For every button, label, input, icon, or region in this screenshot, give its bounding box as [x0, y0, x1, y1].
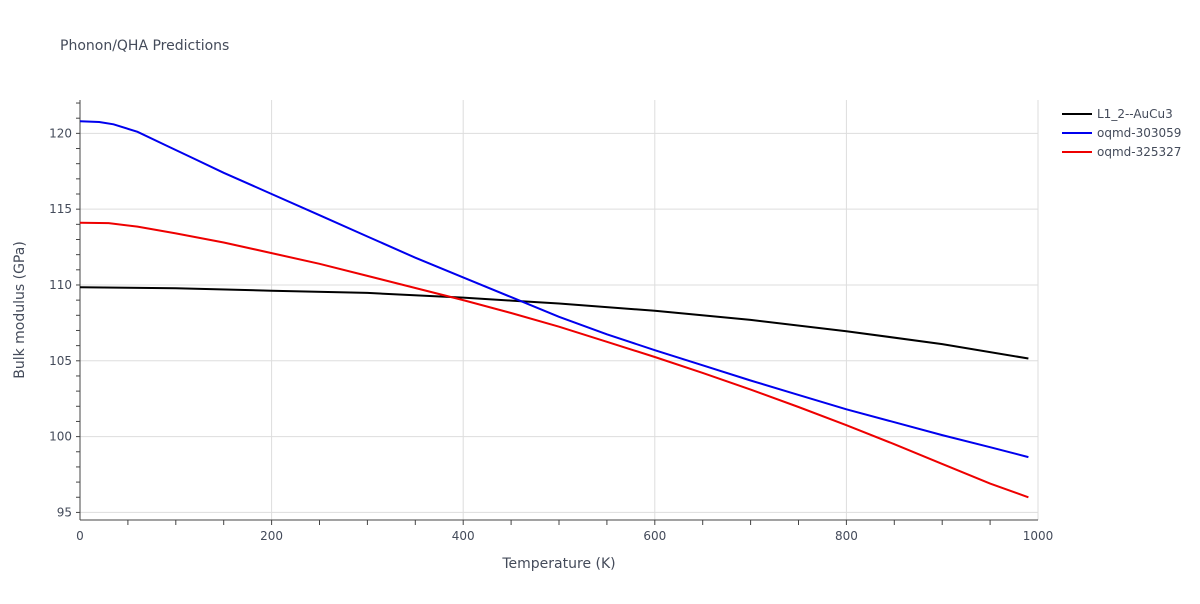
x-tick-label: 600: [643, 529, 666, 543]
chart-title: Phonon/QHA Predictions: [60, 38, 229, 54]
series-line-L1_2--AuCu3[interactable]: [79, 286, 1029, 360]
grid: [80, 100, 1039, 520]
y-axis-label: Bulk modulus (GPa): [12, 241, 28, 379]
x-tick-label: 400: [452, 529, 475, 543]
legend-label: L1_2--AuCu3: [1097, 107, 1173, 121]
series-line-oqmd-303059[interactable]: [79, 120, 1029, 459]
x-tick-label: 800: [835, 529, 858, 543]
series-line-oqmd-325327[interactable]: [79, 221, 1029, 499]
legend-item[interactable]: L1_2--AuCu3: [1062, 107, 1173, 121]
legend-label: oqmd-325327: [1097, 145, 1181, 159]
y-tick-label: 120: [49, 126, 72, 140]
y-tick-label: 100: [49, 430, 72, 444]
series-lines: [79, 120, 1029, 499]
y-tick-label: 95: [57, 505, 72, 519]
x-axis-label: Temperature (K): [501, 556, 615, 572]
x-tick-label: 200: [260, 529, 283, 543]
x-tick-label: 1000: [1023, 529, 1054, 543]
legend[interactable]: L1_2--AuCu3 oqmd-303059 oqmd-325327: [1062, 107, 1181, 159]
y-tick-label: 105: [49, 354, 72, 368]
legend-label: oqmd-303059: [1097, 126, 1181, 140]
axes: 0 200 400 600 800 1000 95 100 105 110 115 120: [49, 100, 1053, 543]
y-tick-label: 115: [49, 202, 72, 216]
legend-item[interactable]: oqmd-303059: [1062, 126, 1181, 140]
x-tick-label: 0: [76, 529, 84, 543]
legend-item[interactable]: oqmd-325327: [1062, 145, 1181, 159]
y-tick-label: 110: [49, 278, 72, 292]
